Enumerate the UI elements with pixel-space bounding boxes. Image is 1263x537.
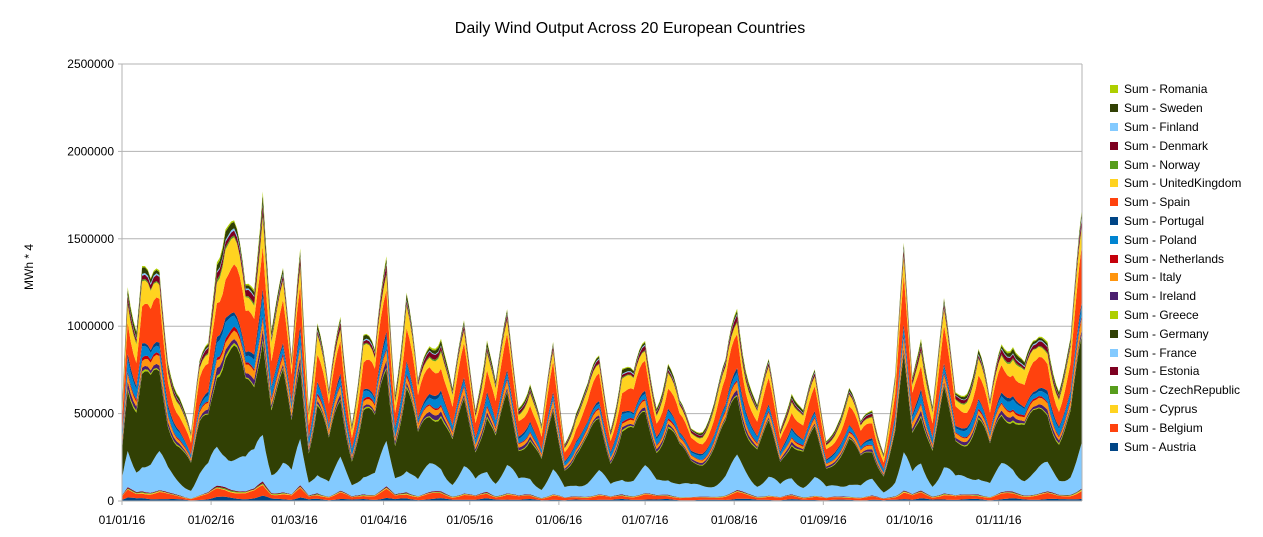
x-tick-label: 01/08/16 <box>711 513 758 527</box>
y-tick-label: 0 <box>107 494 114 508</box>
legend-item: Sum - Estonia <box>1110 362 1260 381</box>
legend-label: Sum - Poland <box>1124 232 1197 247</box>
y-tick-label: 2500000 <box>67 57 114 71</box>
legend-swatch <box>1110 198 1118 207</box>
legend-swatch <box>1110 329 1118 338</box>
x-tick-label: 01/10/16 <box>886 513 933 527</box>
legend-item: Sum - Austria <box>1110 437 1260 456</box>
x-tick-label: 01/11/16 <box>976 513 1022 527</box>
legend-swatch <box>1110 85 1118 94</box>
legend-swatch <box>1110 292 1118 301</box>
legend-item: Sum - Belgium <box>1110 418 1260 437</box>
y-tick-label: 1500000 <box>67 232 114 246</box>
legend-label: Sum - France <box>1124 345 1197 360</box>
legend-item: Sum - Romania <box>1110 80 1260 99</box>
legend-label: Sum - Norway <box>1124 157 1201 172</box>
legend-swatch <box>1110 104 1118 113</box>
legend-swatch <box>1110 404 1118 413</box>
legend-item: Sum - Germany <box>1110 324 1260 343</box>
legend-label: Sum - Ireland <box>1124 289 1197 304</box>
legend-swatch <box>1110 367 1118 376</box>
x-tick-label: 01/04/16 <box>360 513 407 527</box>
x-tick-label: 01/05/16 <box>446 513 493 527</box>
area-series-belgium <box>122 485 1082 501</box>
y-tick-label: 2000000 <box>67 144 114 158</box>
legend-label: Sum - Netherlands <box>1124 251 1225 266</box>
legend-label: Sum - Finland <box>1124 119 1199 134</box>
x-tick-label: 01/06/16 <box>536 513 583 527</box>
x-tick-label: 01/02/16 <box>188 513 235 527</box>
area-series-france <box>122 435 1082 499</box>
legend-swatch <box>1110 122 1118 131</box>
x-tick-label: 01/09/16 <box>800 513 847 527</box>
legend-item: Sum - Spain <box>1110 193 1260 212</box>
legend-label: Sum - Denmark <box>1124 138 1209 153</box>
legend-item: Sum - UnitedKingdom <box>1110 174 1260 193</box>
legend-item: Sum - Sweden <box>1110 99 1260 118</box>
legend-item: Sum - Ireland <box>1110 287 1260 306</box>
legend-swatch <box>1110 423 1118 432</box>
legend-label: Sum - Greece <box>1124 307 1199 322</box>
legend-label: Sum - Italy <box>1124 270 1182 285</box>
x-tick-label: 01/01/16 <box>99 513 146 527</box>
area-series-austria <box>122 495 1082 501</box>
x-tick-label: 01/03/16 <box>271 513 318 527</box>
legend-swatch <box>1110 310 1118 319</box>
legend-item: Sum - Italy <box>1110 268 1260 287</box>
legend-swatch <box>1110 160 1118 169</box>
legend-item: Sum - Denmark <box>1110 136 1260 155</box>
legend: Sum - Romania Sum - Sweden Sum - Finland Su… <box>1110 80 1260 456</box>
x-tick-label: 01/07/16 <box>622 513 669 527</box>
legend-item: Sum - Greece <box>1110 306 1260 325</box>
legend-swatch <box>1110 386 1118 395</box>
legend-swatch <box>1110 348 1118 357</box>
legend-swatch <box>1110 216 1118 225</box>
legend-item: Sum - Cyprus <box>1110 400 1260 419</box>
y-tick-label: 1000000 <box>67 319 114 333</box>
legend-label: Sum - Belgium <box>1124 420 1203 435</box>
legend-label: Sum - Estonia <box>1124 364 1200 379</box>
legend-label: Sum - Spain <box>1124 195 1191 210</box>
legend-swatch <box>1110 141 1118 150</box>
legend-label: Sum - CzechRepublic <box>1124 383 1241 398</box>
legend-label: Sum - Romania <box>1124 82 1208 97</box>
chart-title: Daily Wind Output Across 20 European Cou… <box>454 20 806 37</box>
legend-label: Sum - Cyprus <box>1124 401 1198 416</box>
legend-swatch <box>1110 254 1118 263</box>
legend-label: Sum - Austria <box>1124 439 1197 454</box>
legend-item: Sum - CzechRepublic <box>1110 381 1260 400</box>
plot-area: 0 500000 1000000 1500000 2000000 2500000 01/01… <box>67 57 1083 527</box>
legend-item: Sum - Finland <box>1110 118 1260 137</box>
legend-item: Sum - Poland <box>1110 230 1260 249</box>
legend-label: Sum - Germany <box>1124 326 1209 341</box>
legend-item: Sum - Portugal <box>1110 212 1260 231</box>
legend-item: Sum - Norway <box>1110 155 1260 174</box>
legend-item: Sum - France <box>1110 343 1260 362</box>
area-series-germany <box>122 334 1082 493</box>
legend-label: Sum - Sweden <box>1124 101 1203 116</box>
legend-label: Sum - Portugal <box>1124 213 1205 228</box>
legend-label: Sum - UnitedKingdom <box>1124 176 1242 191</box>
legend-swatch <box>1110 179 1118 188</box>
legend-swatch <box>1110 235 1118 244</box>
legend-item: Sum - Netherlands <box>1110 249 1260 268</box>
legend-swatch <box>1110 273 1118 282</box>
legend-swatch <box>1110 442 1118 451</box>
y-tick-label: 500000 <box>74 407 114 421</box>
